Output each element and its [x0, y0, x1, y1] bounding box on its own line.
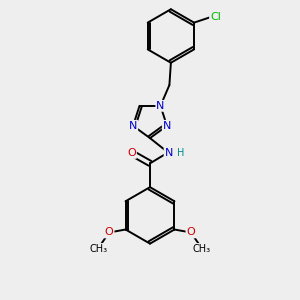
- Text: CH₃: CH₃: [90, 244, 108, 254]
- Text: O: O: [127, 148, 136, 158]
- Text: H: H: [177, 148, 184, 158]
- Text: N: N: [164, 148, 173, 158]
- Text: N: N: [129, 121, 137, 131]
- Text: O: O: [105, 227, 114, 238]
- Text: N: N: [156, 101, 165, 111]
- Text: CH₃: CH₃: [192, 244, 210, 254]
- Text: Cl: Cl: [210, 12, 221, 22]
- Text: N: N: [163, 121, 171, 131]
- Text: O: O: [186, 227, 195, 238]
